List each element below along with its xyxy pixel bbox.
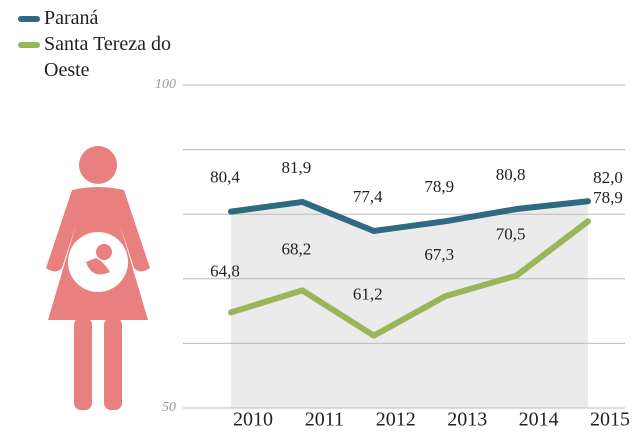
woman-icon xyxy=(46,146,150,410)
legend-label: Santa Tereza do Oeste xyxy=(44,33,172,81)
data-label: 80,8 xyxy=(496,165,526,184)
series-line xyxy=(228,218,591,339)
data-label: 77,4 xyxy=(353,187,383,206)
series-line xyxy=(228,198,591,234)
area xyxy=(231,201,588,408)
legend-swatch xyxy=(18,42,40,48)
y-tick-label: 100 xyxy=(155,77,176,92)
data-label: 80,4 xyxy=(210,168,240,187)
y-tick-label: 50 xyxy=(162,400,176,415)
x-tick-label: 2012 xyxy=(376,409,416,431)
data-label: 78,9 xyxy=(424,177,454,196)
data-label: 82,0 xyxy=(593,168,623,187)
x-tick-label: 2010 xyxy=(233,409,273,431)
legend: Paraná Santa Tereza do Oeste xyxy=(18,5,174,83)
data-label: 64,8 xyxy=(210,261,240,280)
data-label: 67,3 xyxy=(424,245,454,264)
legend-label: Paraná xyxy=(44,7,99,29)
data-label: 78,9 xyxy=(593,188,623,207)
x-tick-label: 2013 xyxy=(447,409,487,431)
x-tick-label: 2014 xyxy=(519,409,559,431)
legend-swatch xyxy=(18,16,40,22)
x-tick-label: 2011 xyxy=(305,409,344,431)
data-label: 81,9 xyxy=(282,158,312,177)
data-label: 70,5 xyxy=(496,224,526,243)
data-label: 68,2 xyxy=(282,239,312,258)
x-tick-label: 2015 xyxy=(590,409,630,431)
data-label: 61,2 xyxy=(353,285,383,304)
